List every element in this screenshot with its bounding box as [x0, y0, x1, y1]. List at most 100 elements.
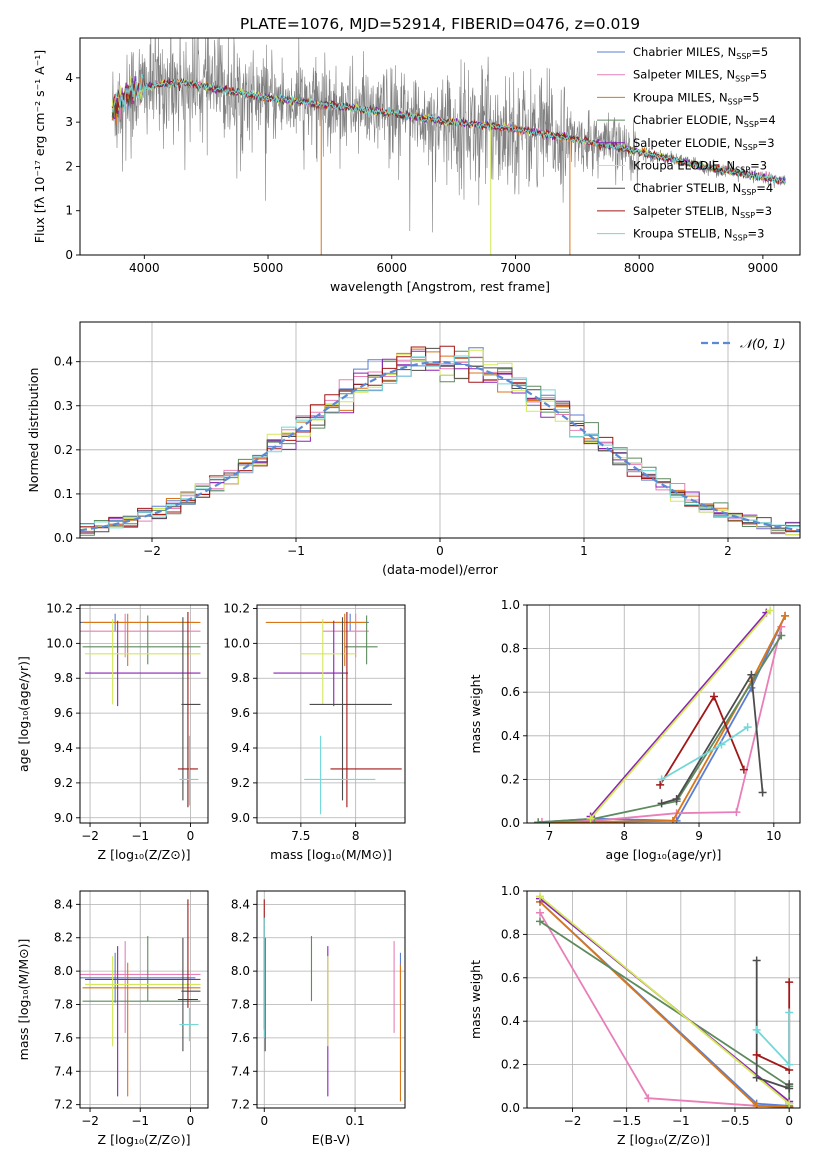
y-tick-label: 7.4	[231, 1064, 250, 1078]
y-tick-label: 7.8	[54, 998, 73, 1012]
y-tick-label: 2	[65, 159, 73, 173]
series-marker	[758, 788, 767, 797]
axes-mass-vs-ebv: 0 0.1 7.2 7.4 7.6 7.8 8.0 8.2 8.4 E(B-V)	[231, 890, 406, 1147]
plot-area-mass-vs-z	[80, 899, 201, 1097]
legend-label: Salpeter ELODIE, NSSP=3	[633, 136, 775, 152]
legend-label: Chabrier MILES, NSSP=5	[633, 45, 768, 61]
x-tick-label: 8	[352, 829, 360, 843]
series-marker	[536, 908, 544, 917]
y-tick-label: 1.0	[501, 884, 520, 898]
y-tick-label: 9.8	[231, 671, 250, 685]
axes-massweight-vs-age: 7 8 9 10 0.0 0.2 0.4 0.6 0.8 1.0 age [log₁₀(age/yr…	[468, 598, 801, 862]
plot-area-spectrum	[111, 38, 786, 255]
series-marker	[785, 978, 794, 987]
y-tick-label: 0.8	[501, 927, 520, 941]
histogram-step-8	[80, 355, 800, 529]
series-marker	[766, 606, 775, 615]
legend-label: Chabrier STELIB, NSSP=4	[633, 181, 773, 197]
x-axis-label: Z [log₁₀(Z/Z⊙)]	[617, 1132, 710, 1147]
y-tick-label: 10.0	[223, 636, 250, 650]
y-tick-label: 9.0	[231, 811, 250, 825]
y-tick-label: 0.6	[501, 971, 520, 985]
spectrum-legend: Chabrier MILES, NSSP=5 Salpeter MILES, NS…	[597, 45, 776, 243]
legend-label: Kroupa MILES, NSSP=5	[633, 90, 759, 106]
series-marker	[717, 740, 726, 749]
series-marker	[743, 723, 752, 732]
y-tick-label: 1	[65, 204, 73, 218]
series-marker	[656, 780, 665, 789]
x-axis-label: E(B-V)	[312, 1132, 351, 1147]
x-tick-label: 5000	[253, 261, 284, 275]
legend-label: Kroupa STELIB, NSSP=3	[633, 227, 764, 243]
y-tick-label: 0.2	[501, 772, 520, 786]
x-axis-label: mass [log₁₀(M/M⊙)]	[270, 847, 392, 862]
series-marker	[752, 1101, 761, 1108]
series-marker	[752, 1050, 761, 1059]
series-marker	[709, 692, 718, 701]
x-tick-label: 7	[546, 829, 554, 843]
y-tick-label: 10.2	[46, 601, 73, 615]
y-tick-label: 1.0	[501, 598, 520, 612]
series-marker	[785, 1008, 794, 1017]
series-line-4	[589, 612, 767, 818]
panel-mass-vs-ebv: 0 0.1 7.2 7.4 7.6 7.8 8.0 8.2 8.4 E(B-V)	[231, 890, 406, 1147]
y-tick-label: 0.8	[501, 642, 520, 656]
series-marker	[732, 808, 741, 817]
x-tick-label: 0.1	[346, 1114, 365, 1128]
y-tick-label: 0.0	[54, 531, 73, 545]
series-line-3	[538, 635, 783, 823]
series-marker	[781, 611, 790, 620]
series-marker	[536, 892, 544, 901]
x-axis-label: Z [log₁₀(Z/Z⊙)]	[98, 847, 191, 862]
series-line-3	[539, 920, 791, 1108]
plot-area-residuals	[80, 345, 800, 536]
axes-frame	[256, 890, 406, 1109]
series-marker	[739, 765, 748, 774]
y-tick-label: 7.2	[54, 1098, 73, 1112]
series-marker	[672, 795, 681, 804]
plot-area-massweight-vs-age	[534, 606, 790, 823]
y-tick-label: 0.3	[54, 399, 73, 413]
series-marker	[644, 1094, 653, 1103]
legend-label: Salpeter STELIB, NSSP=3	[633, 204, 772, 220]
panel-spectrum: 4000 5000 6000 7000 8000 9000 0 1 2 3 4 wavelength …	[32, 37, 801, 294]
y-tick-label: 9.6	[231, 706, 250, 720]
x-tick-label: 9000	[748, 261, 779, 275]
series-marker	[657, 799, 666, 808]
legend-label: 𝒩(0, 1)	[740, 336, 786, 351]
series-marker	[534, 818, 543, 823]
x-tick-label: 1	[580, 544, 588, 558]
axes-age-vs-mass: 7.5 8 9.0 9.2 9.4 9.6 9.8 10.0 10.2 mass [log₁₀(M…	[223, 601, 406, 862]
series-marker	[785, 1099, 794, 1108]
plot-area-age-vs-z	[80, 611, 201, 808]
x-tick-label: 9	[695, 829, 703, 843]
plot-area-massweight-vs-z	[536, 892, 794, 1108]
series-marker	[586, 814, 595, 823]
x-tick-label: −0.5	[720, 1114, 749, 1128]
x-tick-label: −2	[81, 1114, 99, 1128]
axes-frame	[79, 37, 801, 256]
y-tick-label: 7.6	[54, 1031, 73, 1045]
x-tick-label: 0	[187, 1114, 195, 1128]
y-tick-label: 10.0	[46, 636, 73, 650]
panel-massweight-vs-age: 7 8 9 10 0.0 0.2 0.4 0.6 0.8 1.0 age [log₁₀(age/yr…	[468, 598, 801, 862]
y-axis-label: mass [log₁₀(M/M⊙)]	[16, 939, 31, 1061]
y-tick-label: 9.2	[54, 776, 73, 790]
x-tick-label: 0	[260, 1114, 268, 1128]
x-tick-label: 7000	[500, 261, 531, 275]
x-tick-label: −1	[131, 829, 149, 843]
panel-massweight-vs-z: −2 −1.5 −1 −0.5 0 0.0 0.2 0.4 0.6 0.8 1.0 Z [log₁₀(…	[468, 884, 801, 1147]
y-axis-label: age [log₁₀(age/yr)]	[16, 656, 31, 772]
y-tick-label: 9.0	[54, 811, 73, 825]
y-tick-label: 0.2	[54, 443, 73, 457]
axes-frame	[79, 604, 209, 824]
y-tick-label: 0.4	[54, 355, 73, 369]
x-axis-label: age [log₁₀(age/yr)]	[606, 847, 722, 862]
legend-label: Chabrier ELODIE, NSSP=4	[633, 113, 776, 129]
y-tick-label: 0.4	[501, 1014, 520, 1028]
y-tick-label: 7.4	[54, 1064, 73, 1078]
y-tick-label: 0	[65, 248, 73, 262]
axes-age-vs-z: −2 −1 0 9.0 9.2 9.4 9.6 9.8 10.0 10.2 Z [log₁₀(Z/Z…	[16, 601, 209, 862]
x-tick-label: −1	[672, 1114, 690, 1128]
